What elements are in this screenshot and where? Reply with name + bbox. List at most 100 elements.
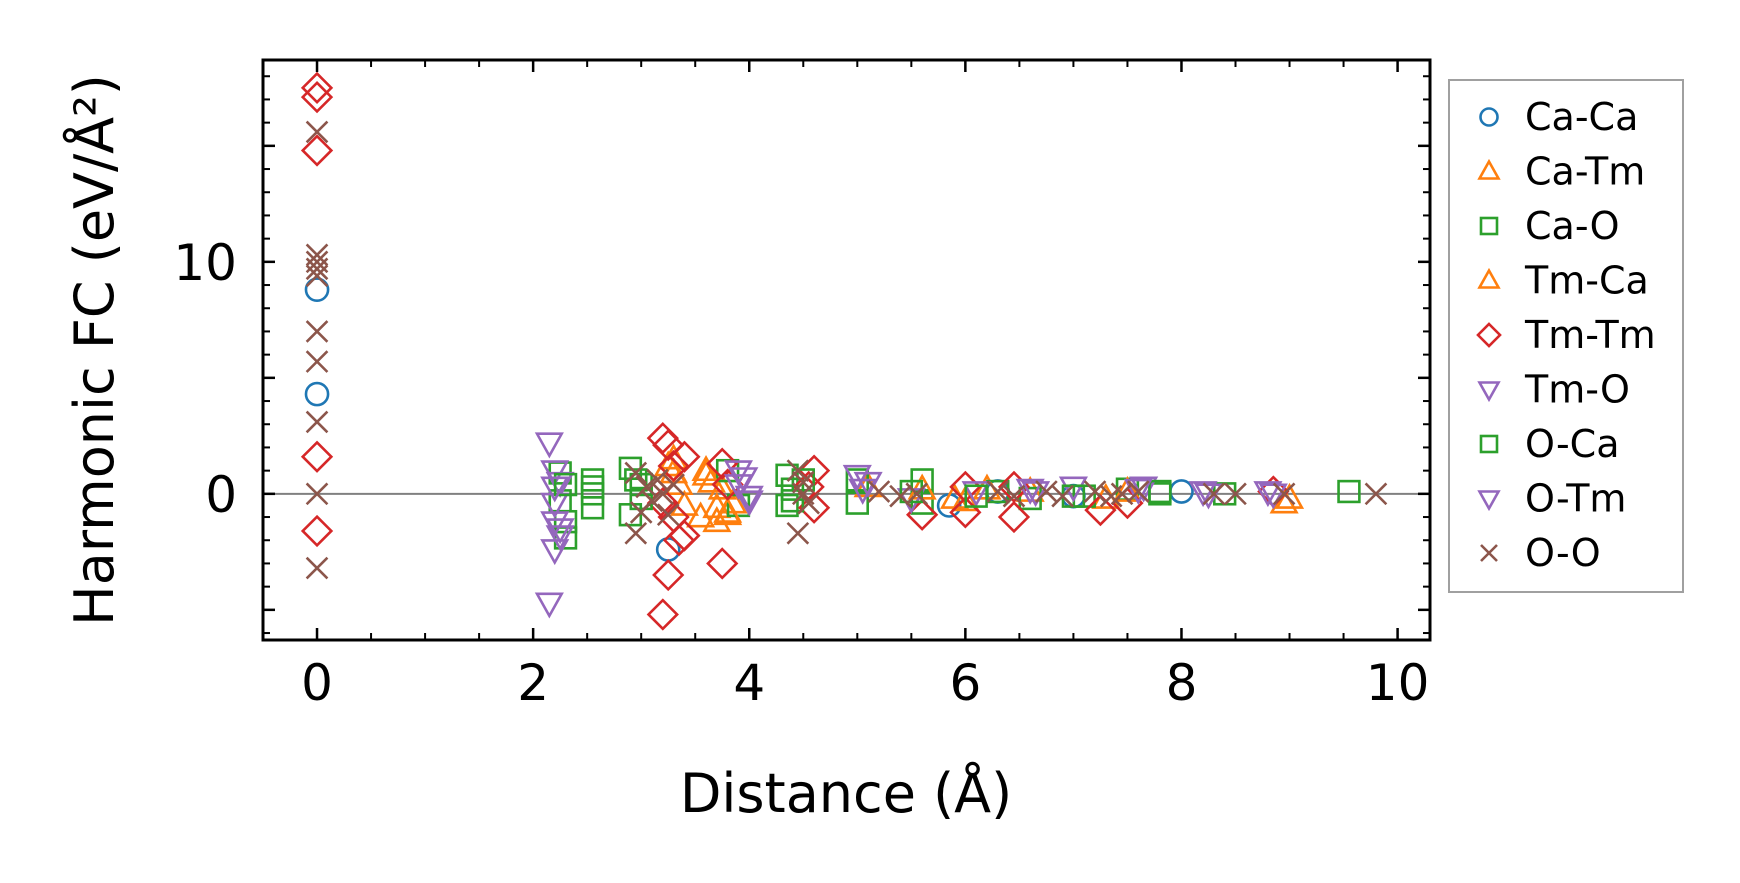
point-o-o <box>791 470 815 494</box>
x-tick-label: 8 <box>1166 654 1198 712</box>
point-o-o <box>624 521 648 545</box>
legend-items: Ca-Ca Ca-Tm Ca-O Tm-Ca Tm-Tm Tm-O O-Ca O-Tm O-O <box>1476 95 1656 575</box>
point-o-o <box>305 320 329 343</box>
point-o-o <box>786 521 810 545</box>
legend-item-ca-tm: Ca-Tm <box>1477 150 1645 194</box>
legend-label: Tm-Tm <box>1524 313 1656 357</box>
plot-area: 0 2 4 6 8 10 0 10 <box>173 58 1432 712</box>
point-tm-o <box>1015 478 1045 505</box>
point-tm-tm <box>657 449 690 483</box>
legend-item-ca-ca: Ca-Ca <box>1479 95 1638 139</box>
point-tm-tm <box>792 470 825 504</box>
series-o-ca <box>553 468 1172 513</box>
point-o-tm <box>1123 478 1153 505</box>
point-o-ca <box>624 468 648 492</box>
point-o-o <box>656 503 680 527</box>
legend-marker-tm-o <box>1477 381 1501 403</box>
point-tm-ca <box>702 506 732 533</box>
point-o-ca <box>629 486 653 511</box>
legend-item-o-ca: O-Ca <box>1479 422 1620 466</box>
point-o-o <box>1126 480 1150 503</box>
point-o-o <box>1364 482 1388 506</box>
point-tm-tm <box>997 500 1031 534</box>
point-ca-o <box>715 458 740 483</box>
legend-marker-o-tm <box>1477 490 1501 512</box>
point-tm-tm <box>646 598 679 631</box>
y-axis-ticks: 0 10 <box>173 75 1430 635</box>
legend-marker-tm-tm <box>1476 322 1502 348</box>
point-o-ca <box>580 475 605 499</box>
legend-label: Ca-O <box>1525 204 1620 248</box>
point-tm-o <box>540 511 570 538</box>
point-o-o <box>1002 484 1026 508</box>
point-o-o <box>305 264 329 288</box>
y-tick-label: 0 <box>205 466 237 524</box>
legend-marker-ca-tm <box>1477 158 1501 180</box>
point-ca-ca <box>304 381 330 407</box>
point-ca-o <box>1337 479 1361 504</box>
point-o-o <box>305 410 329 434</box>
point-tm-tm <box>300 80 334 114</box>
point-o-o <box>635 475 658 499</box>
point-o-ca <box>1148 479 1172 504</box>
point-o-o <box>791 482 815 506</box>
point-o-tm <box>545 518 575 545</box>
plot-background <box>263 60 1430 640</box>
x-tick-label: 4 <box>733 654 765 712</box>
data-marks <box>300 71 1388 631</box>
point-tm-tm <box>652 558 685 592</box>
point-tm-o <box>534 432 564 459</box>
point-o-o <box>1083 480 1107 503</box>
point-o-tm <box>734 485 764 512</box>
point-tm-o <box>853 471 883 498</box>
point-tm-tm <box>668 440 701 473</box>
point-ca-o <box>775 493 799 518</box>
point-o-o <box>305 257 329 281</box>
point-tm-tm <box>300 134 334 167</box>
point-ca-ca <box>304 277 330 303</box>
y-tick-label: 10 <box>173 234 237 292</box>
legend-label: O-O <box>1525 531 1601 575</box>
legend-label: Tm-O <box>1524 368 1630 412</box>
legend-label: O-Tm <box>1525 477 1626 521</box>
point-tm-tm <box>300 71 334 104</box>
point-o-o <box>305 350 329 373</box>
point-o-o <box>305 556 329 580</box>
point-tm-o <box>729 467 759 494</box>
point-tm-o <box>734 490 764 517</box>
legend-marker-ca-o <box>1479 216 1499 236</box>
point-tm-tm <box>300 440 334 473</box>
point-o-ca <box>899 479 924 504</box>
point-tm-ca <box>691 459 721 486</box>
series-tm-o <box>534 432 1283 619</box>
legend-item-tm-o: Tm-O <box>1477 368 1630 412</box>
x-tick-label: 0 <box>301 654 333 712</box>
point-tm-o <box>534 592 564 619</box>
x-tick-label: 2 <box>517 654 549 712</box>
point-tm-tm <box>797 491 831 524</box>
point-o-o <box>1272 482 1296 506</box>
legend-item-tm-tm: Tm-Tm <box>1476 313 1656 357</box>
point-o-ca <box>553 472 578 497</box>
point-tm-o <box>723 460 754 487</box>
point-o-o <box>305 120 329 144</box>
point-tm-tm <box>1084 493 1117 527</box>
y-axis-label: Harmonic FC (eV/Å²) <box>62 74 126 626</box>
point-tm-tm <box>706 547 739 580</box>
point-o-o <box>986 480 1010 503</box>
point-tm-o <box>1253 481 1283 508</box>
legend-label: Ca-Tm <box>1525 150 1645 194</box>
point-tm-o <box>842 464 872 491</box>
point-o-o <box>1202 482 1226 506</box>
point-tm-tm <box>668 519 701 552</box>
point-tm-o <box>1188 481 1218 508</box>
point-tm-tm <box>652 428 685 462</box>
legend-item-o-o: O-O <box>1480 531 1601 575</box>
point-o-o <box>786 459 810 482</box>
point-o-o <box>867 480 891 503</box>
legend-label: Ca-Ca <box>1525 95 1638 139</box>
point-o-o <box>646 468 669 492</box>
legend-label: Tm-Ca <box>1524 259 1649 303</box>
legend-item-tm-ca: Tm-Ca <box>1477 259 1649 303</box>
